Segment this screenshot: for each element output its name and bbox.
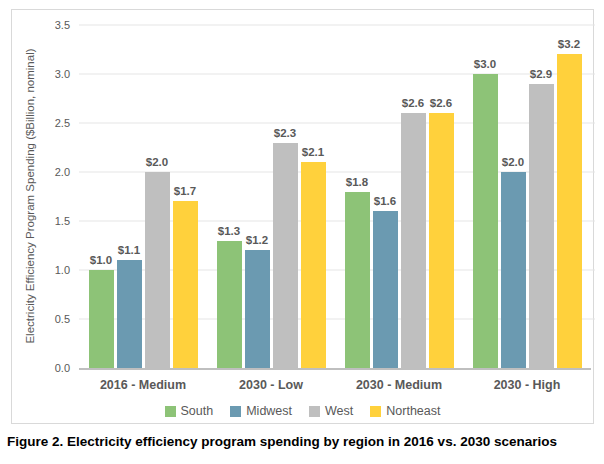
bar-value-label: $2.6 xyxy=(430,97,452,110)
bar-value-label: $1.8 xyxy=(346,176,368,189)
x-axis-category-labels: 2016 - Medium2030 - Low2030 - Medium2030… xyxy=(79,376,591,394)
bar-cell: $1.1 xyxy=(117,25,142,368)
bar-cell: $1.3 xyxy=(217,25,242,368)
bar-group: $3.0 $2.0 $2.9 $3.2 xyxy=(473,25,582,368)
bar xyxy=(473,74,498,368)
bar xyxy=(89,270,114,368)
chart-frame: Electricity Efficiency Program Spending … xyxy=(11,9,594,424)
bar xyxy=(117,260,142,368)
bar xyxy=(301,162,326,368)
legend-swatch-icon xyxy=(309,406,320,417)
bar-value-label: $2.1 xyxy=(302,146,324,159)
bar-value-label: $1.2 xyxy=(246,234,268,247)
category-label: 2030 - Medium xyxy=(335,376,463,394)
legend-item: Northeast xyxy=(370,404,440,418)
figure-caption: Figure 2. Electricity efficiency program… xyxy=(7,434,597,449)
y-axis-title: Electricity Efficiency Program Spending … xyxy=(24,48,36,343)
legend-label: West xyxy=(325,404,353,418)
bar-value-label: $1.3 xyxy=(218,225,240,238)
bar-value-label: $1.1 xyxy=(118,244,140,257)
y-tick-label: 3.0 xyxy=(55,68,70,80)
legend-item: West xyxy=(309,404,353,418)
bar-cell: $2.6 xyxy=(401,25,426,368)
legend-swatch-icon xyxy=(370,406,381,417)
y-tick-label: 0.5 xyxy=(55,313,70,325)
bar-cell: $3.2 xyxy=(557,25,582,368)
bar xyxy=(373,211,398,368)
bar xyxy=(429,113,454,368)
y-tick-label: 2.0 xyxy=(55,166,70,178)
bar-value-label: $2.9 xyxy=(530,68,552,81)
bar-value-label: $3.0 xyxy=(474,58,496,71)
bar-value-label: $2.0 xyxy=(146,156,168,169)
y-tick-label: 1.5 xyxy=(55,215,70,227)
bar-value-label: $2.3 xyxy=(274,127,296,140)
bar-cell: $1.8 xyxy=(345,25,370,368)
bar-cell: $2.3 xyxy=(273,25,298,368)
bar-value-label: $3.2 xyxy=(558,38,580,51)
bar xyxy=(245,250,270,368)
bar-cell: $3.0 xyxy=(473,25,498,368)
category-label: 2016 - Medium xyxy=(79,376,207,394)
bar-group: $1.3 $1.2 $2.3 $2.1 xyxy=(217,25,326,368)
bar xyxy=(345,192,370,368)
bar-cell: $1.6 xyxy=(373,25,398,368)
legend-label: Northeast xyxy=(386,404,440,418)
legend-label: Midwest xyxy=(246,404,292,418)
y-tick-label: 2.5 xyxy=(55,117,70,129)
bar-cell: $2.1 xyxy=(301,25,326,368)
category-label: 2030 - Low xyxy=(207,376,335,394)
bar-cell: $1.7 xyxy=(173,25,198,368)
bar-cell: $1.0 xyxy=(89,25,114,368)
bar-group: $1.8 $1.6 $2.6 $2.6 xyxy=(345,25,454,368)
category-label: 2030 - High xyxy=(463,376,591,394)
bar-cell: $2.6 xyxy=(429,25,454,368)
bar-groups: $1.0 $1.1 $2.0 $1.7 $1.3 $1.2 $2.3 $2.1 $1.8 $1.6… xyxy=(79,25,591,368)
bar-cell: $2.0 xyxy=(501,25,526,368)
plot-area: 0.00.51.01.52.02.53.03.5$1.0$1.1$2.0$1.7… xyxy=(79,25,591,370)
bar xyxy=(173,201,198,368)
bar xyxy=(557,54,582,368)
legend: South Midwest West Northeast xyxy=(12,403,593,419)
bar-value-label: $2.6 xyxy=(402,97,424,110)
figure-2-chart: Electricity Efficiency Program Spending … xyxy=(0,0,604,464)
bar xyxy=(273,143,298,368)
bar-cell: $1.2 xyxy=(245,25,270,368)
legend-swatch-icon xyxy=(165,406,176,417)
bar-value-label: $2.0 xyxy=(502,156,524,169)
y-tick-label: 1.0 xyxy=(55,264,70,276)
legend-item: Midwest xyxy=(230,404,292,418)
legend-item: South xyxy=(165,404,214,418)
bar-value-label: $1.0 xyxy=(90,254,112,267)
bar-group: $1.0 $1.1 $2.0 $1.7 xyxy=(89,25,198,368)
bar xyxy=(401,113,426,368)
y-tick-label: 0.0 xyxy=(55,362,70,374)
legend-label: South xyxy=(181,404,214,418)
bar-value-label: $1.7 xyxy=(174,185,196,198)
bar-cell: $2.9 xyxy=(529,25,554,368)
bar xyxy=(217,241,242,368)
bar-value-label: $1.6 xyxy=(374,195,396,208)
legend-swatch-icon xyxy=(230,406,241,417)
y-tick-label: 3.5 xyxy=(55,19,70,31)
bar xyxy=(501,172,526,368)
bar-cell: $2.0 xyxy=(145,25,170,368)
bar xyxy=(145,172,170,368)
bar xyxy=(529,84,554,368)
